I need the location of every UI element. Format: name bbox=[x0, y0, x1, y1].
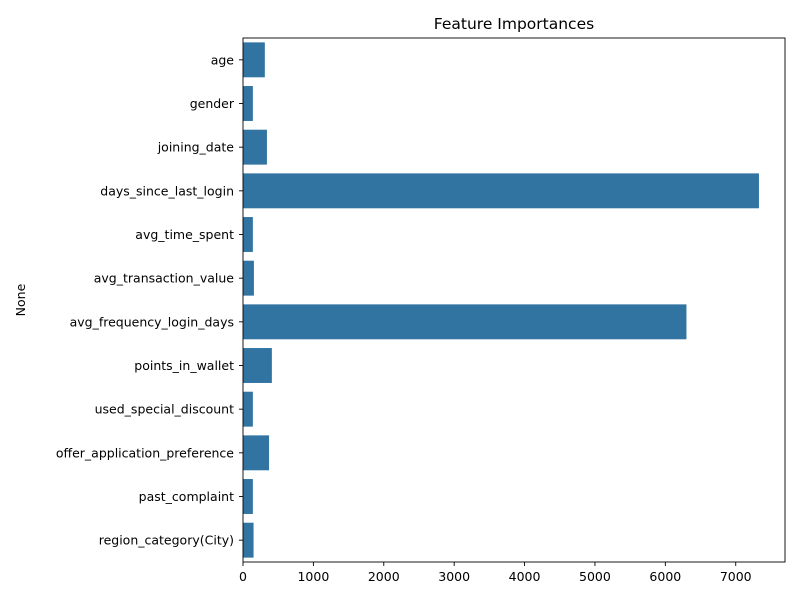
x-tick-label: 3000 bbox=[438, 569, 470, 584]
chart-title: Feature Importances bbox=[434, 15, 594, 33]
y-tick-label: offer_application_preference bbox=[56, 445, 234, 460]
y-ticks-group: age gender joining_date days_since_last_log… bbox=[56, 52, 243, 548]
x-tick-label: 6000 bbox=[649, 569, 681, 584]
y-tick-label: gender bbox=[190, 96, 235, 111]
x-tick-label: 5000 bbox=[579, 569, 611, 584]
y-tick-label: avg_transaction_value bbox=[94, 271, 235, 286]
bar-gender bbox=[243, 86, 253, 121]
y-tick-label: avg_time_spent bbox=[135, 227, 234, 242]
y-tick-label: points_in_wallet bbox=[134, 358, 234, 373]
y-tick-label: region_category(City) bbox=[99, 533, 234, 548]
plot-frame bbox=[242, 37, 786, 563]
x-tick-label: 2000 bbox=[368, 569, 400, 584]
x-tick-label: 4000 bbox=[509, 569, 541, 584]
bar-region_category(City) bbox=[243, 522, 254, 558]
y-tick-label: days_since_last_login bbox=[100, 183, 234, 198]
y-tick-label: age bbox=[211, 52, 235, 67]
x-tick-label: 0 bbox=[239, 569, 247, 584]
bars-group bbox=[243, 42, 759, 558]
bar-offer_application_preference bbox=[243, 435, 270, 471]
x-tick-label: 1000 bbox=[297, 569, 329, 584]
x-tick-label: 7000 bbox=[720, 569, 752, 584]
bar-used_special_discount bbox=[243, 391, 253, 427]
bar-age bbox=[243, 42, 265, 78]
bar-days_since_last_login bbox=[243, 173, 759, 209]
bar-joining_date bbox=[243, 129, 267, 165]
bar-avg_frequency_login_days bbox=[243, 304, 687, 340]
bar-past_complaint bbox=[243, 479, 253, 514]
x-ticks-group: 0 1000 2000 3000 4000 5000 6000 7000 bbox=[239, 562, 752, 584]
y-tick-label: used_special_discount bbox=[95, 402, 234, 417]
y-tick-label: past_complaint bbox=[139, 489, 234, 504]
y-tick-label: avg_frequency_login_days bbox=[70, 314, 234, 329]
bar-points_in_wallet bbox=[243, 348, 272, 383]
bar-avg_transaction_value bbox=[243, 260, 254, 296]
bar-avg_time_spent bbox=[243, 217, 253, 252]
y-axis-label: None bbox=[13, 283, 28, 316]
y-tick-label: joining_date bbox=[157, 140, 235, 155]
